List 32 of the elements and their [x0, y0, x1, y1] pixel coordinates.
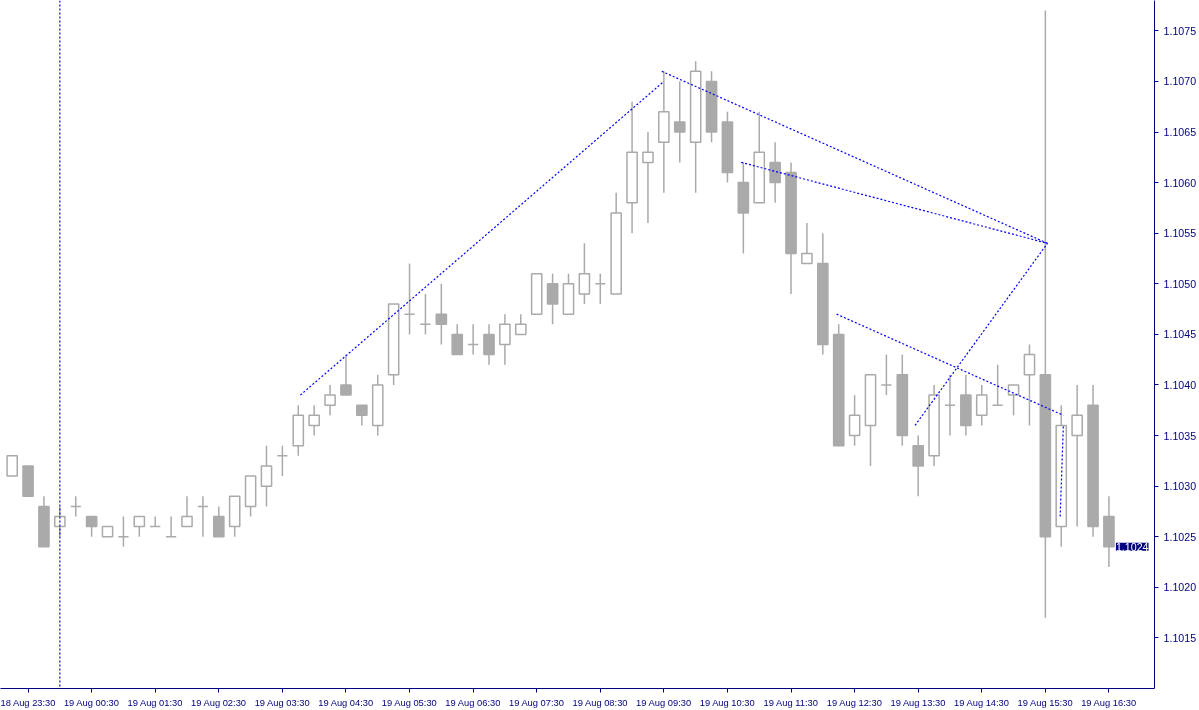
x-tick-label: 19 Aug 13:30	[890, 697, 946, 708]
x-tick-label: 19 Aug 14:30	[954, 697, 1010, 708]
x-tick-label: 19 Aug 06:30	[445, 697, 501, 708]
x-tick-label: 19 Aug 09:30	[636, 697, 692, 708]
x-tick-label: 19 Aug 12:30	[826, 697, 882, 708]
x-tick-label: 19 Aug 11:30	[763, 697, 818, 708]
x-tick-label: 19 Aug 03:30	[254, 697, 310, 708]
y-tick-label: 1.1015	[1163, 631, 1197, 644]
x-tick-label: 19 Aug 16:30	[1081, 697, 1137, 708]
y-tick-label: 1.1075	[1163, 24, 1197, 37]
y-tick-label: 1.1065	[1163, 126, 1197, 139]
x-tick-label: 19 Aug 10:30	[699, 697, 755, 708]
y-tick-label: 1.1025	[1163, 530, 1197, 543]
y-tick-label: 1.1060	[1163, 176, 1197, 189]
y-tick-label: 1.1055	[1163, 227, 1197, 240]
y-tick-label: 1.1020	[1163, 581, 1197, 594]
y-tick-label: 1.1030	[1163, 480, 1197, 493]
y-tick-label: 1.1070	[1163, 75, 1197, 88]
x-tick-label: 19 Aug 07:30	[508, 697, 564, 708]
x-tick-label: 19 Aug 00:30	[63, 697, 119, 708]
y-tick-label: 1.1040	[1163, 378, 1197, 391]
x-tick-label: 19 Aug 15:30	[1017, 697, 1073, 708]
x-tick-label: 19 Aug 04:30	[318, 697, 374, 708]
annotation: 1.1024	[1115, 540, 1149, 553]
y-tick-label: 1.1045	[1163, 328, 1197, 341]
x-tick-label: 19 Aug 01:30	[127, 697, 183, 708]
y-tick-label: 1.1035	[1163, 429, 1197, 442]
x-tick-label: 19 Aug 02:30	[191, 697, 247, 708]
x-tick-label: 19 Aug 05:30	[381, 697, 437, 708]
y-tick-label: 1.1050	[1163, 277, 1197, 290]
x-tick-label: 19 Aug 08:30	[572, 697, 628, 708]
x-tick-label: 18 Aug 23:30	[0, 697, 56, 708]
